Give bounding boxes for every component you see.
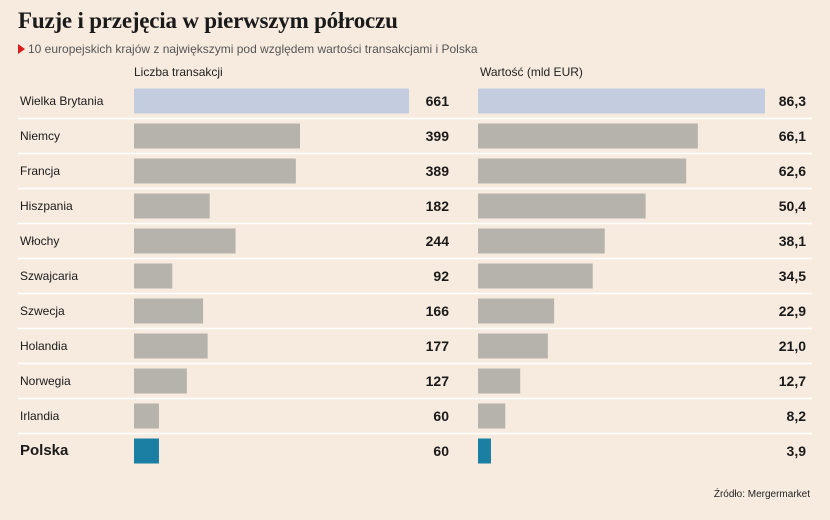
value-label-value: 34,5 bbox=[779, 268, 806, 284]
value-label-transactions: 182 bbox=[426, 198, 450, 214]
value-label-value: 66,1 bbox=[779, 128, 806, 144]
value-label-transactions: 244 bbox=[426, 233, 450, 249]
value-label-value: 22,9 bbox=[779, 303, 806, 319]
bar-transactions bbox=[134, 333, 208, 359]
value-label-transactions: 60 bbox=[433, 443, 449, 459]
category-label: Hiszpania bbox=[20, 199, 73, 213]
category-label: Francja bbox=[20, 164, 60, 178]
value-label-value: 86,3 bbox=[779, 93, 806, 109]
bar-value bbox=[478, 158, 687, 184]
bar-value bbox=[478, 228, 605, 254]
right-panel-heading: Wartość (mld EUR) bbox=[480, 65, 583, 79]
bar-value bbox=[478, 193, 646, 219]
bar-transactions bbox=[134, 88, 409, 114]
chart-title: Fuzje i przejęcia w pierwszym półroczu bbox=[18, 8, 398, 33]
bar-transactions bbox=[134, 193, 210, 219]
category-label: Szwecja bbox=[20, 304, 65, 318]
category-label: Holandia bbox=[20, 339, 68, 353]
subtitle-text: 10 europejskich krajów z największymi po… bbox=[28, 42, 478, 56]
bar-transactions bbox=[134, 368, 187, 394]
category-label: Szwajcaria bbox=[20, 269, 78, 283]
category-label: Polska bbox=[20, 442, 69, 459]
bar-value bbox=[478, 438, 491, 464]
bar-transactions bbox=[134, 123, 300, 149]
chart-subtitle: 10 europejskich krajów z największymi po… bbox=[18, 42, 478, 56]
category-label: Wielka Brytania bbox=[20, 94, 104, 108]
value-label-transactions: 389 bbox=[426, 163, 450, 179]
value-label-value: 8,2 bbox=[787, 408, 807, 424]
category-label: Irlandia bbox=[20, 409, 60, 423]
value-label-value: 38,1 bbox=[779, 233, 806, 249]
value-label-transactions: 399 bbox=[426, 128, 450, 144]
value-label-value: 21,0 bbox=[779, 338, 806, 354]
value-label-transactions: 166 bbox=[426, 303, 450, 319]
value-label-transactions: 177 bbox=[426, 338, 450, 354]
bar-transactions bbox=[134, 438, 159, 464]
bar-value bbox=[478, 368, 521, 394]
value-label-value: 12,7 bbox=[779, 373, 806, 389]
red-triangle-icon bbox=[18, 44, 25, 54]
bar-value bbox=[478, 123, 698, 149]
value-label-transactions: 60 bbox=[433, 408, 449, 424]
bar-value bbox=[478, 403, 506, 429]
bar-value bbox=[478, 298, 555, 324]
bar-transactions bbox=[134, 158, 296, 184]
bar-transactions bbox=[134, 403, 159, 429]
left-panel-heading: Liczba transakcji bbox=[134, 65, 223, 79]
source-note: Źródło: Mergermarket bbox=[713, 489, 810, 500]
value-label-value: 3,9 bbox=[787, 443, 807, 459]
bar-transactions bbox=[134, 298, 204, 324]
bar-transactions bbox=[134, 228, 236, 254]
category-label: Włochy bbox=[20, 234, 59, 248]
value-label-value: 50,4 bbox=[779, 198, 806, 214]
bar-value bbox=[478, 333, 548, 359]
category-label: Niemcy bbox=[20, 129, 60, 143]
bar-value bbox=[478, 263, 593, 289]
value-label-transactions: 661 bbox=[426, 93, 450, 109]
value-label-transactions: 127 bbox=[426, 373, 450, 389]
bar-value bbox=[478, 88, 765, 114]
bar-transactions bbox=[134, 263, 173, 289]
category-label: Norwegia bbox=[20, 374, 71, 388]
value-label-transactions: 92 bbox=[433, 268, 449, 284]
value-label-value: 62,6 bbox=[779, 163, 806, 179]
